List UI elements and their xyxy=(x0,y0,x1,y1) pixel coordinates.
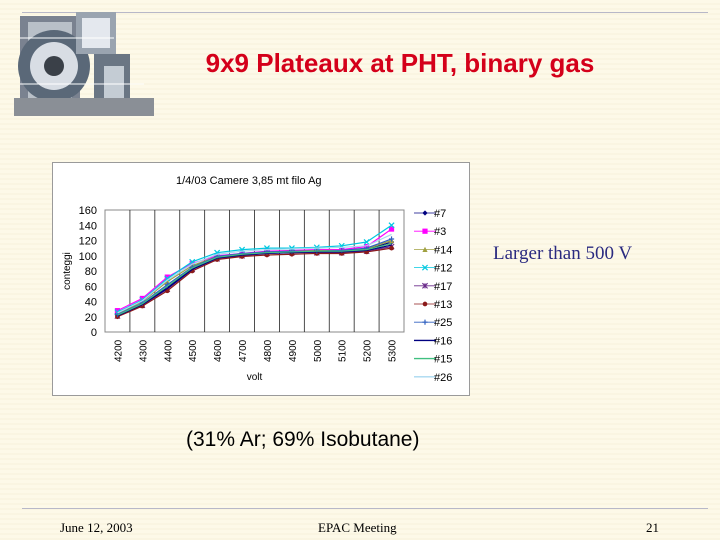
legend-marker-12 xyxy=(421,264,429,271)
y-tick-label: 0 xyxy=(91,327,97,339)
annotation-text: Larger than 500 V xyxy=(493,243,633,264)
y-tick-label: 100 xyxy=(79,251,97,263)
x-tick-label: 4300 xyxy=(138,339,149,362)
series-line-13 xyxy=(117,247,392,318)
bottom-border-line xyxy=(22,508,708,509)
legend-label: #3 xyxy=(434,226,446,238)
legend-label: #16 xyxy=(434,335,452,347)
data-point-12 xyxy=(313,244,320,251)
legend-marker-17 xyxy=(422,282,428,289)
footer-date: June 12, 2003 xyxy=(60,520,133,535)
data-point-3 xyxy=(114,308,121,314)
legend-label: #12 xyxy=(434,263,452,275)
data-point-25 xyxy=(388,236,395,242)
series-line-12 xyxy=(117,224,392,313)
chart-title: 1/4/03 Camere 3,85 mt filo Ag xyxy=(176,175,322,187)
chart-frame xyxy=(52,162,470,396)
y-tick-label: 60 xyxy=(85,281,97,293)
series-line-26 xyxy=(117,233,392,314)
data-point-14 xyxy=(164,279,170,285)
x-tick-label: 4900 xyxy=(288,339,299,362)
data-point-3 xyxy=(388,226,395,232)
data-point-12 xyxy=(288,245,295,252)
x-tick-label: 4700 xyxy=(238,339,249,362)
y-tick-label: 120 xyxy=(79,236,97,248)
legend-marker-25 xyxy=(422,319,428,325)
data-point-12 xyxy=(164,275,171,282)
x-tick-label: 4400 xyxy=(163,339,174,362)
legend-label: #7 xyxy=(434,208,446,220)
series-line-16 xyxy=(117,244,392,317)
legend-label: #13 xyxy=(434,299,452,311)
legend-marker-3 xyxy=(422,228,428,234)
data-point-12 xyxy=(363,239,370,246)
legend-label: #26 xyxy=(434,372,452,384)
data-point-3 xyxy=(139,295,145,302)
x-tick-label: 4800 xyxy=(263,339,274,362)
x-tick-label: 4500 xyxy=(188,339,199,362)
y-tick-label: 20 xyxy=(85,312,97,324)
x-axis-label: volt xyxy=(247,372,263,383)
x-tick-label: 5200 xyxy=(363,339,374,362)
legend-label: #14 xyxy=(434,244,452,256)
footer-meeting: EPAC Meeting xyxy=(318,520,397,535)
y-tick-label: 40 xyxy=(85,297,97,309)
x-tick-label: 4600 xyxy=(213,339,224,362)
legend-label: #15 xyxy=(434,354,452,366)
x-tick-label: 5300 xyxy=(388,339,399,362)
y-tick-label: 160 xyxy=(79,205,97,217)
legend-marker-14 xyxy=(422,246,428,252)
detector-photo xyxy=(14,12,154,116)
y-axis-label: conteggi xyxy=(62,252,73,290)
footer-page-number: 21 xyxy=(646,520,659,535)
y-tick-label: 80 xyxy=(85,266,97,278)
legend-label: #17 xyxy=(434,281,452,293)
x-tick-label: 4200 xyxy=(113,339,124,362)
legend-label: #25 xyxy=(434,317,452,329)
data-point-3 xyxy=(164,274,170,280)
gas-mixture-label: (31% Ar; 69% Isobutane) xyxy=(186,428,420,451)
series-line-25 xyxy=(117,238,392,316)
y-tick-label: 140 xyxy=(79,220,97,232)
data-point-13 xyxy=(389,245,394,251)
data-point-12 xyxy=(388,222,395,229)
slide-title: 9x9 Plateaux at PHT, binary gas xyxy=(205,48,595,78)
legend-marker-13 xyxy=(422,301,428,307)
x-tick-label: 5100 xyxy=(338,339,349,362)
x-tick-label: 5000 xyxy=(313,339,324,362)
series-line-15 xyxy=(117,242,392,316)
top-border-line xyxy=(22,12,708,13)
line-chart: 160 140 120 100 80 60 40 20 0 4200 4300 4400 4500 460… xyxy=(62,205,452,384)
legend-marker-7 xyxy=(422,210,428,216)
